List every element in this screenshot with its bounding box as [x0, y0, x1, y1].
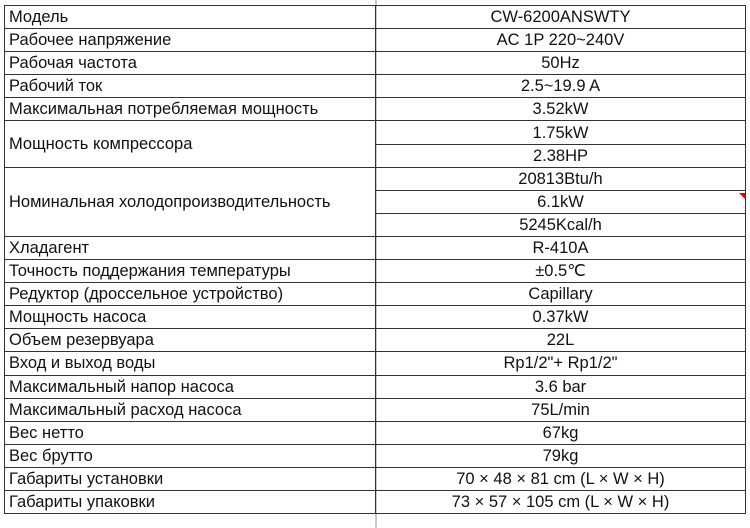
- spec-value: 20813Btu/h: [375, 166, 746, 191]
- spec-value: 73 × 57 × 105 cm (L × W × H): [375, 489, 746, 515]
- spec-label: Габариты установки: [4, 466, 376, 491]
- table-row: Рабочий ток 2.5~19.9 A: [4, 74, 746, 99]
- spec-label: Объем резервуара: [4, 328, 376, 353]
- spec-label: Мощность насоса: [4, 305, 376, 330]
- spec-value: 79kg: [375, 443, 746, 468]
- spec-label: Рабочий ток: [4, 74, 376, 99]
- spec-label: Рабочая частота: [4, 51, 376, 76]
- spec-value: 2.5~19.9 A: [375, 74, 746, 99]
- spec-value: 6.1kW: [375, 189, 746, 214]
- table-row: Габариты установки 70 × 48 × 81 cm (L × W…: [4, 466, 746, 491]
- spec-label: Вес нетто: [4, 420, 376, 445]
- spec-value: AC 1P 220~240V: [375, 28, 746, 53]
- spec-value: 67kg: [375, 420, 746, 445]
- table-row: Хладагент R-410A: [4, 235, 746, 261]
- table-row: Точность поддержания температуры ±0.5℃: [4, 259, 746, 284]
- table-row: Номинальная холодопроизводительность 2081…: [4, 166, 746, 237]
- spec-value: 75L/min: [375, 397, 746, 422]
- table-row: Рабочее напряжение AC 1P 220~240V: [4, 28, 746, 53]
- spec-value: ±0.5℃: [375, 259, 746, 284]
- spec-label: Максимальная потребляемая мощность: [4, 97, 376, 122]
- spec-label: Максимальный напор насоса: [4, 374, 376, 399]
- spec-label: Хладагент: [4, 235, 376, 261]
- spec-label: Точность поддержания температуры: [4, 259, 376, 284]
- spec-label: Максимальный расход насоса: [4, 397, 376, 422]
- table-row: Вес нетто 67kg: [4, 420, 746, 445]
- table-row: Максимальная потребляемая мощность 3.52kW: [4, 97, 746, 122]
- table-row: Вход и выход воды Rp1/2"+ Rp1/2": [4, 351, 746, 376]
- spec-label: Номинальная холодопроизводительность: [4, 166, 376, 237]
- spec-label: Редуктор (дроссельное устройство): [4, 282, 376, 307]
- table-row: Объем резервуара 22L: [4, 328, 746, 353]
- table-row: Габариты упаковки 73 × 57 × 105 cm (L × W…: [4, 489, 746, 515]
- table-row: Мощность компрессора 1.75kW: [4, 120, 746, 168]
- spec-value: 3.52kW: [375, 97, 746, 122]
- spec-label: Габариты упаковки: [4, 489, 376, 515]
- table-row: Модель CW-6200ANSWTY: [4, 4, 746, 30]
- spec-label: Вход и выход воды: [4, 351, 376, 376]
- table-row: Мощность насоса 0.37kW: [4, 305, 746, 330]
- spec-label: Рабочее напряжение: [4, 28, 376, 53]
- table-row: Максимальный напор насоса 3.6 bar: [4, 374, 746, 399]
- spec-label: Мощность компрессора: [4, 120, 376, 168]
- table-row: Рабочая частота 50Hz: [4, 51, 746, 76]
- spec-value: 3.6 bar: [375, 374, 746, 399]
- spec-value: 0.37kW: [375, 305, 746, 330]
- table-row: Вес брутто 79kg: [4, 443, 746, 468]
- spec-table: Модель CW-6200ANSWTY Рабочее напряжение AC …: [4, 4, 746, 515]
- table-row: 6.1kW: [5, 189, 746, 214]
- spec-value: 5245Kcal/h: [375, 212, 746, 237]
- spec-label: Вес брутто: [4, 443, 376, 468]
- spec-value: 22L: [375, 328, 746, 353]
- spec-value: CW-6200ANSWTY: [375, 4, 746, 30]
- spec-label: Модель: [4, 4, 376, 30]
- spec-value: Rp1/2"+ Rp1/2": [375, 351, 746, 376]
- table-row: Максимальный расход насоса 75L/min: [4, 397, 746, 422]
- spec-value: R-410A: [375, 235, 746, 261]
- spec-value: 70 × 48 × 81 cm (L × W × H): [375, 466, 746, 491]
- spec-value: 50Hz: [375, 51, 746, 76]
- spec-value: Capillary: [375, 282, 746, 307]
- comment-marker-icon: [739, 193, 745, 199]
- table-row: Редуктор (дроссельное устройство) Capilla…: [4, 282, 746, 307]
- spec-value: 2.38HP: [375, 143, 746, 168]
- spec-value: 1.75kW: [375, 120, 746, 145]
